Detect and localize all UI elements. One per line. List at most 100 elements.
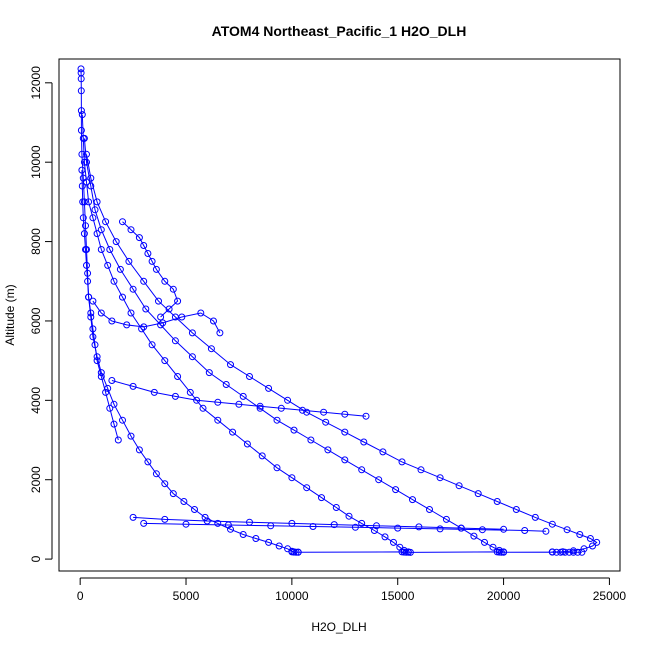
data-point xyxy=(91,341,99,349)
data-point xyxy=(561,548,569,556)
data-point xyxy=(129,513,137,521)
data-point xyxy=(258,452,266,460)
data-point xyxy=(381,533,389,541)
data-point xyxy=(406,548,414,556)
data-point xyxy=(148,257,156,265)
data-point xyxy=(77,65,85,73)
x-axis: 0 5000 10000 15000 20000 25000 xyxy=(77,577,627,603)
data-point xyxy=(436,474,444,482)
data-point xyxy=(548,520,556,528)
data-point xyxy=(284,396,292,404)
data-point xyxy=(110,400,118,408)
data-point xyxy=(89,325,97,333)
data-point xyxy=(341,428,349,436)
data-point xyxy=(127,309,135,317)
data-point xyxy=(80,134,88,142)
data-point xyxy=(87,182,95,190)
y-tick-label: 0 xyxy=(29,555,43,562)
data-point xyxy=(203,517,211,525)
data-point xyxy=(341,410,349,418)
y-axis-label: Altitude (m) xyxy=(3,284,17,345)
data-point xyxy=(320,408,328,416)
data-point xyxy=(93,230,101,238)
data-point xyxy=(140,323,148,331)
data-point xyxy=(409,496,416,504)
data-point xyxy=(404,548,412,556)
data-point xyxy=(375,476,383,484)
data-point xyxy=(112,238,120,246)
data-point xyxy=(104,261,112,269)
data-point xyxy=(89,333,97,341)
data-point xyxy=(77,126,85,134)
data-point xyxy=(398,458,406,466)
data-point xyxy=(239,392,247,400)
data-point xyxy=(97,369,105,377)
data-point xyxy=(140,519,148,527)
data-point xyxy=(87,313,95,321)
data-point xyxy=(358,519,366,527)
data-point xyxy=(417,466,425,474)
data-point xyxy=(553,548,560,556)
data-point xyxy=(165,305,173,313)
x-tick-label: 20000 xyxy=(487,589,521,603)
data-point xyxy=(197,309,205,317)
data-point xyxy=(265,384,273,392)
data-point xyxy=(593,538,601,546)
data-point xyxy=(123,321,131,329)
data-point xyxy=(79,214,87,222)
data-point xyxy=(77,107,85,115)
data-point xyxy=(394,524,402,532)
x-tick-label: 25000 xyxy=(593,589,627,603)
data-point xyxy=(222,381,230,388)
data-point xyxy=(186,388,194,396)
data-point xyxy=(78,111,86,119)
data-point xyxy=(106,246,114,253)
data-point xyxy=(563,526,571,534)
x-axis-label: H2O_DLH xyxy=(311,620,366,634)
data-point xyxy=(188,329,196,337)
data-point xyxy=(119,416,126,424)
data-point xyxy=(97,373,105,380)
data-point xyxy=(199,404,207,412)
data-point xyxy=(500,548,508,556)
data-point xyxy=(93,198,101,206)
data-point xyxy=(127,432,135,440)
data-point xyxy=(358,466,366,474)
data-point xyxy=(299,406,306,414)
data-point xyxy=(157,321,165,329)
data-point xyxy=(125,257,133,265)
data-point xyxy=(148,341,156,349)
data-point xyxy=(442,515,450,523)
data-point xyxy=(77,75,85,83)
series-line-6 xyxy=(92,300,221,334)
data-point xyxy=(191,506,198,513)
data-point xyxy=(82,246,89,253)
data-point xyxy=(586,535,594,542)
data-point xyxy=(110,420,118,428)
data-point xyxy=(455,482,463,490)
data-point xyxy=(140,242,148,249)
data-point xyxy=(256,402,264,410)
data-point xyxy=(309,523,317,530)
data-point xyxy=(152,265,160,273)
data-point xyxy=(243,440,251,448)
y-tick-label: 2000 xyxy=(29,466,43,493)
x-tick-label: 5000 xyxy=(173,589,200,603)
data-point xyxy=(379,448,387,456)
data-point xyxy=(93,353,101,361)
data-point xyxy=(102,388,110,396)
data-point xyxy=(224,521,232,529)
data-point xyxy=(362,412,370,420)
y-tick-label: 12000 xyxy=(29,66,43,100)
data-point xyxy=(108,377,116,384)
data-point xyxy=(78,182,86,190)
data-point xyxy=(82,222,89,230)
data-point xyxy=(97,246,105,253)
data-point xyxy=(497,548,505,556)
data-point xyxy=(330,521,338,529)
data-point xyxy=(140,277,148,285)
series-line-2 xyxy=(83,138,504,553)
data-point xyxy=(246,373,253,380)
